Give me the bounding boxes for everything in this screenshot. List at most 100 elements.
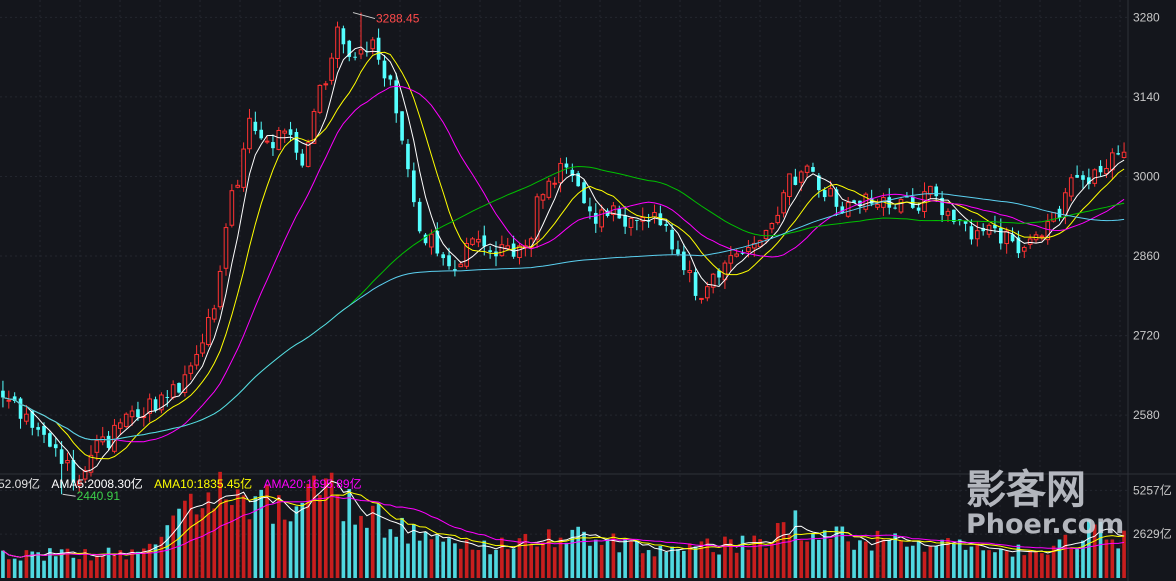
volume-bar [488, 554, 492, 578]
volume-bar [341, 521, 346, 578]
candle [376, 28, 381, 65]
candle [975, 220, 980, 247]
volume-bar [83, 549, 87, 578]
volume-bar [177, 508, 181, 578]
volume-bar [194, 514, 199, 578]
candle [1039, 234, 1045, 241]
volume-bar [59, 549, 64, 578]
candle [470, 237, 475, 246]
candle [259, 121, 264, 140]
candle [353, 52, 357, 61]
volume-bar [288, 521, 293, 578]
candle [676, 240, 680, 257]
volume-bar [423, 531, 428, 578]
volume-bar [640, 553, 645, 578]
candle [564, 157, 569, 174]
candle [952, 209, 956, 225]
ama5-line [2, 480, 1125, 558]
volume-bar [582, 531, 586, 578]
volume-bar [130, 549, 134, 578]
volume-bar [746, 549, 751, 578]
candle [534, 193, 540, 249]
volume-bar [711, 552, 715, 578]
candle [335, 21, 340, 68]
candle [699, 297, 704, 304]
candle [235, 179, 241, 189]
volume-bar [834, 526, 839, 578]
volume-bar [329, 472, 334, 578]
candle [82, 466, 88, 483]
volume-bar [382, 537, 387, 578]
candle [682, 243, 686, 275]
candle [928, 185, 933, 200]
candle [693, 267, 698, 301]
candle [358, 12, 364, 60]
volume-bar [858, 540, 862, 578]
volume-bar [957, 539, 962, 578]
candle [435, 222, 440, 257]
candle [106, 430, 111, 451]
candle [24, 404, 29, 425]
legend-ama10: AMA10:1835.45亿 [154, 476, 252, 491]
volume-bar [118, 550, 123, 578]
volume-bar [71, 557, 76, 578]
volume-bar [417, 540, 422, 578]
candle [288, 121, 293, 142]
volume-bar [1057, 539, 1062, 578]
ama10-line [2, 491, 1125, 558]
volume-bar [435, 535, 440, 578]
candle [464, 237, 469, 269]
candle [406, 139, 410, 178]
volume-bar [1087, 519, 1091, 578]
candle [893, 204, 897, 210]
volume-bar [770, 541, 774, 578]
candle [488, 245, 492, 259]
volume-bar [376, 503, 381, 578]
candle [482, 225, 487, 256]
volume-bar [875, 530, 880, 578]
volume-bar [998, 548, 1003, 578]
candle [147, 393, 152, 423]
volume-bar [805, 541, 809, 578]
volume-bar [570, 529, 575, 578]
candle [423, 233, 428, 246]
volume-bar [817, 539, 821, 578]
volume-bar [271, 523, 275, 578]
candle [30, 409, 35, 436]
volume-bar [89, 560, 93, 578]
volume-bar [453, 543, 457, 578]
candle [382, 54, 387, 87]
candle [963, 220, 968, 232]
volume-bar [775, 523, 780, 578]
volume-bar [218, 471, 222, 578]
volume-bar [646, 550, 651, 578]
volume-bar [605, 538, 610, 578]
candle [981, 223, 986, 236]
candle [781, 189, 786, 218]
volume-bar [1081, 540, 1085, 578]
candle [194, 345, 199, 370]
volume-bar [517, 538, 522, 578]
volume-bar [458, 548, 463, 578]
volume-bar [1098, 521, 1103, 578]
candle [576, 170, 580, 187]
candle [940, 191, 944, 222]
candle [717, 268, 721, 286]
candle [599, 204, 604, 233]
candle [159, 392, 164, 414]
volume-bar [1040, 553, 1044, 578]
volume-bar [464, 539, 469, 578]
watermark-line1: 影客网 [966, 467, 1086, 513]
candle [323, 80, 329, 90]
candle [177, 382, 181, 394]
candle [241, 142, 246, 192]
candle [253, 111, 258, 135]
candle [1081, 170, 1085, 189]
volume-bar [6, 559, 11, 578]
volume-bar [141, 548, 146, 578]
candle [898, 197, 904, 214]
candle [804, 164, 810, 179]
volume-bar [500, 537, 504, 578]
volume-bar [529, 544, 534, 578]
volume-bar [494, 549, 498, 578]
